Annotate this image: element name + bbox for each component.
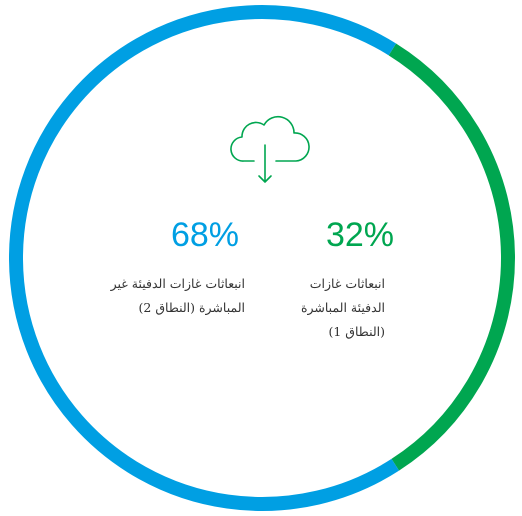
value-label: 32% [325,216,395,254]
value-label: 68% [170,216,240,254]
arrow [258,144,272,183]
cloud-icon [230,115,310,183]
cloud [230,115,310,162]
donut-segment [388,43,515,471]
donut-segment [9,5,400,511]
category-label: انبعاثات غازات الدفيئة غير المباشرة (الن… [110,276,245,315]
category-label: انبعاثات غازات الدفيئة المباشرة (النطاق … [300,276,385,339]
